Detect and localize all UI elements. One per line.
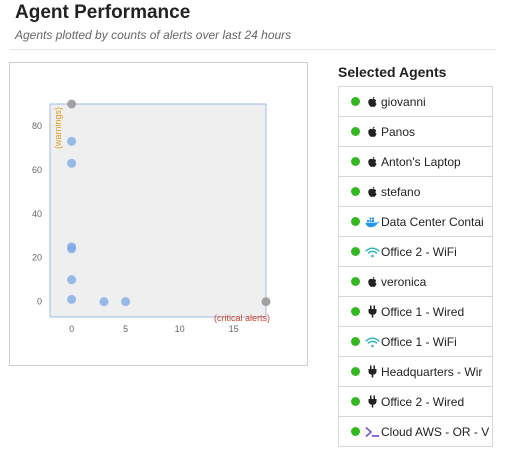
- status-online-icon: [351, 427, 360, 436]
- status-online-icon: [351, 157, 360, 166]
- agent-list-item[interactable]: stefano: [339, 177, 492, 207]
- selected-agents-title: Selected Agents: [338, 64, 447, 80]
- wifi-icon: [365, 245, 380, 259]
- plug-icon: [365, 305, 380, 319]
- agent-point-selected[interactable]: [99, 297, 109, 307]
- agent-name: Headquarters - Wir: [381, 364, 483, 379]
- agent-point-selected[interactable]: [67, 244, 77, 254]
- agent-list-item[interactable]: veronica: [339, 267, 492, 297]
- scatter-plot: 0 5 10 15 0 20 40 60 80 (critical alerts) (warni…: [32, 99, 271, 334]
- y-tick-label: 20: [32, 253, 42, 263]
- status-online-icon: [351, 277, 360, 286]
- warnings-label: (warnings): [53, 107, 63, 149]
- status-online-icon: [351, 307, 360, 316]
- header-divider: [10, 49, 496, 50]
- agent-name: Panos: [381, 124, 416, 139]
- plot-area[interactable]: [49, 103, 267, 318]
- apple-icon: [365, 155, 380, 169]
- x-tick-label: 0: [69, 324, 74, 334]
- agent-point[interactable]: [67, 99, 77, 109]
- agent-name: Cloud AWS - OR - V: [381, 424, 490, 439]
- agent-list-item[interactable]: Cloud AWS - OR - V: [339, 417, 492, 447]
- y-tick-label: 80: [32, 121, 42, 131]
- agent-scatter-chart: 0 5 10 15 0 20 40 60 80 (critical alerts) (warni…: [9, 62, 308, 366]
- y-tick-label: 60: [32, 165, 42, 175]
- selected-agents-list: giovanni Panos Anton's Laptop stefano Data C…: [338, 86, 493, 447]
- agent-name: Anton's Laptop: [381, 154, 461, 169]
- apple-icon: [365, 125, 380, 139]
- terminal-icon: [365, 425, 380, 439]
- x-tick-label: 5: [123, 324, 128, 334]
- status-online-icon: [351, 367, 360, 376]
- x-tick-label: 15: [229, 324, 239, 334]
- status-online-icon: [351, 127, 360, 136]
- wifi-icon: [365, 335, 380, 349]
- plug-icon: [365, 365, 380, 379]
- agent-point[interactable]: [261, 297, 271, 307]
- agent-point-selected[interactable]: [67, 136, 77, 146]
- agent-point-selected[interactable]: [67, 158, 77, 168]
- agent-list-item[interactable]: Headquarters - Wir: [339, 357, 492, 387]
- plug-icon: [365, 395, 380, 409]
- page-subtitle: Agents plotted by counts of alerts over …: [15, 28, 292, 42]
- agent-point-selected[interactable]: [67, 294, 77, 304]
- y-tick-label: 0: [37, 297, 42, 307]
- status-online-icon: [351, 187, 360, 196]
- agent-point-selected[interactable]: [121, 297, 131, 307]
- agent-list-item[interactable]: Office 1 - WiFi: [339, 327, 492, 357]
- agent-name: stefano: [381, 184, 421, 199]
- page-title: Agent Performance: [15, 2, 191, 23]
- x-tick-label: 10: [175, 324, 185, 334]
- agent-list-item[interactable]: giovanni: [339, 87, 492, 117]
- agent-name: giovanni: [381, 94, 426, 109]
- agent-name: Office 1 - Wired: [381, 304, 465, 319]
- agent-name: Data Center Contai: [381, 214, 484, 229]
- agent-list-item[interactable]: Office 2 - Wired: [339, 387, 492, 417]
- agent-list-item[interactable]: Office 2 - WiFi: [339, 237, 492, 267]
- agent-list-item[interactable]: Anton's Laptop: [339, 147, 492, 177]
- apple-icon: [365, 185, 380, 199]
- agent-name: Office 1 - WiFi: [381, 334, 457, 349]
- status-online-icon: [351, 247, 360, 256]
- status-online-icon: [351, 337, 360, 346]
- agent-list-item[interactable]: Data Center Contai: [339, 207, 492, 237]
- docker-icon: [365, 215, 380, 229]
- agent-name: Office 2 - Wired: [381, 394, 465, 409]
- status-online-icon: [351, 397, 360, 406]
- agent-list-item[interactable]: Office 1 - Wired: [339, 297, 492, 327]
- agent-list-item[interactable]: Panos: [339, 117, 492, 147]
- agent-name: veronica: [381, 274, 427, 289]
- critical-alerts-label: (critical alerts): [214, 313, 270, 323]
- apple-icon: [365, 275, 380, 289]
- agent-name: Office 2 - WiFi: [381, 244, 457, 259]
- apple-icon: [365, 95, 380, 109]
- status-online-icon: [351, 217, 360, 226]
- status-online-icon: [351, 97, 360, 106]
- agent-point-selected[interactable]: [67, 275, 77, 285]
- y-tick-label: 40: [32, 209, 42, 219]
